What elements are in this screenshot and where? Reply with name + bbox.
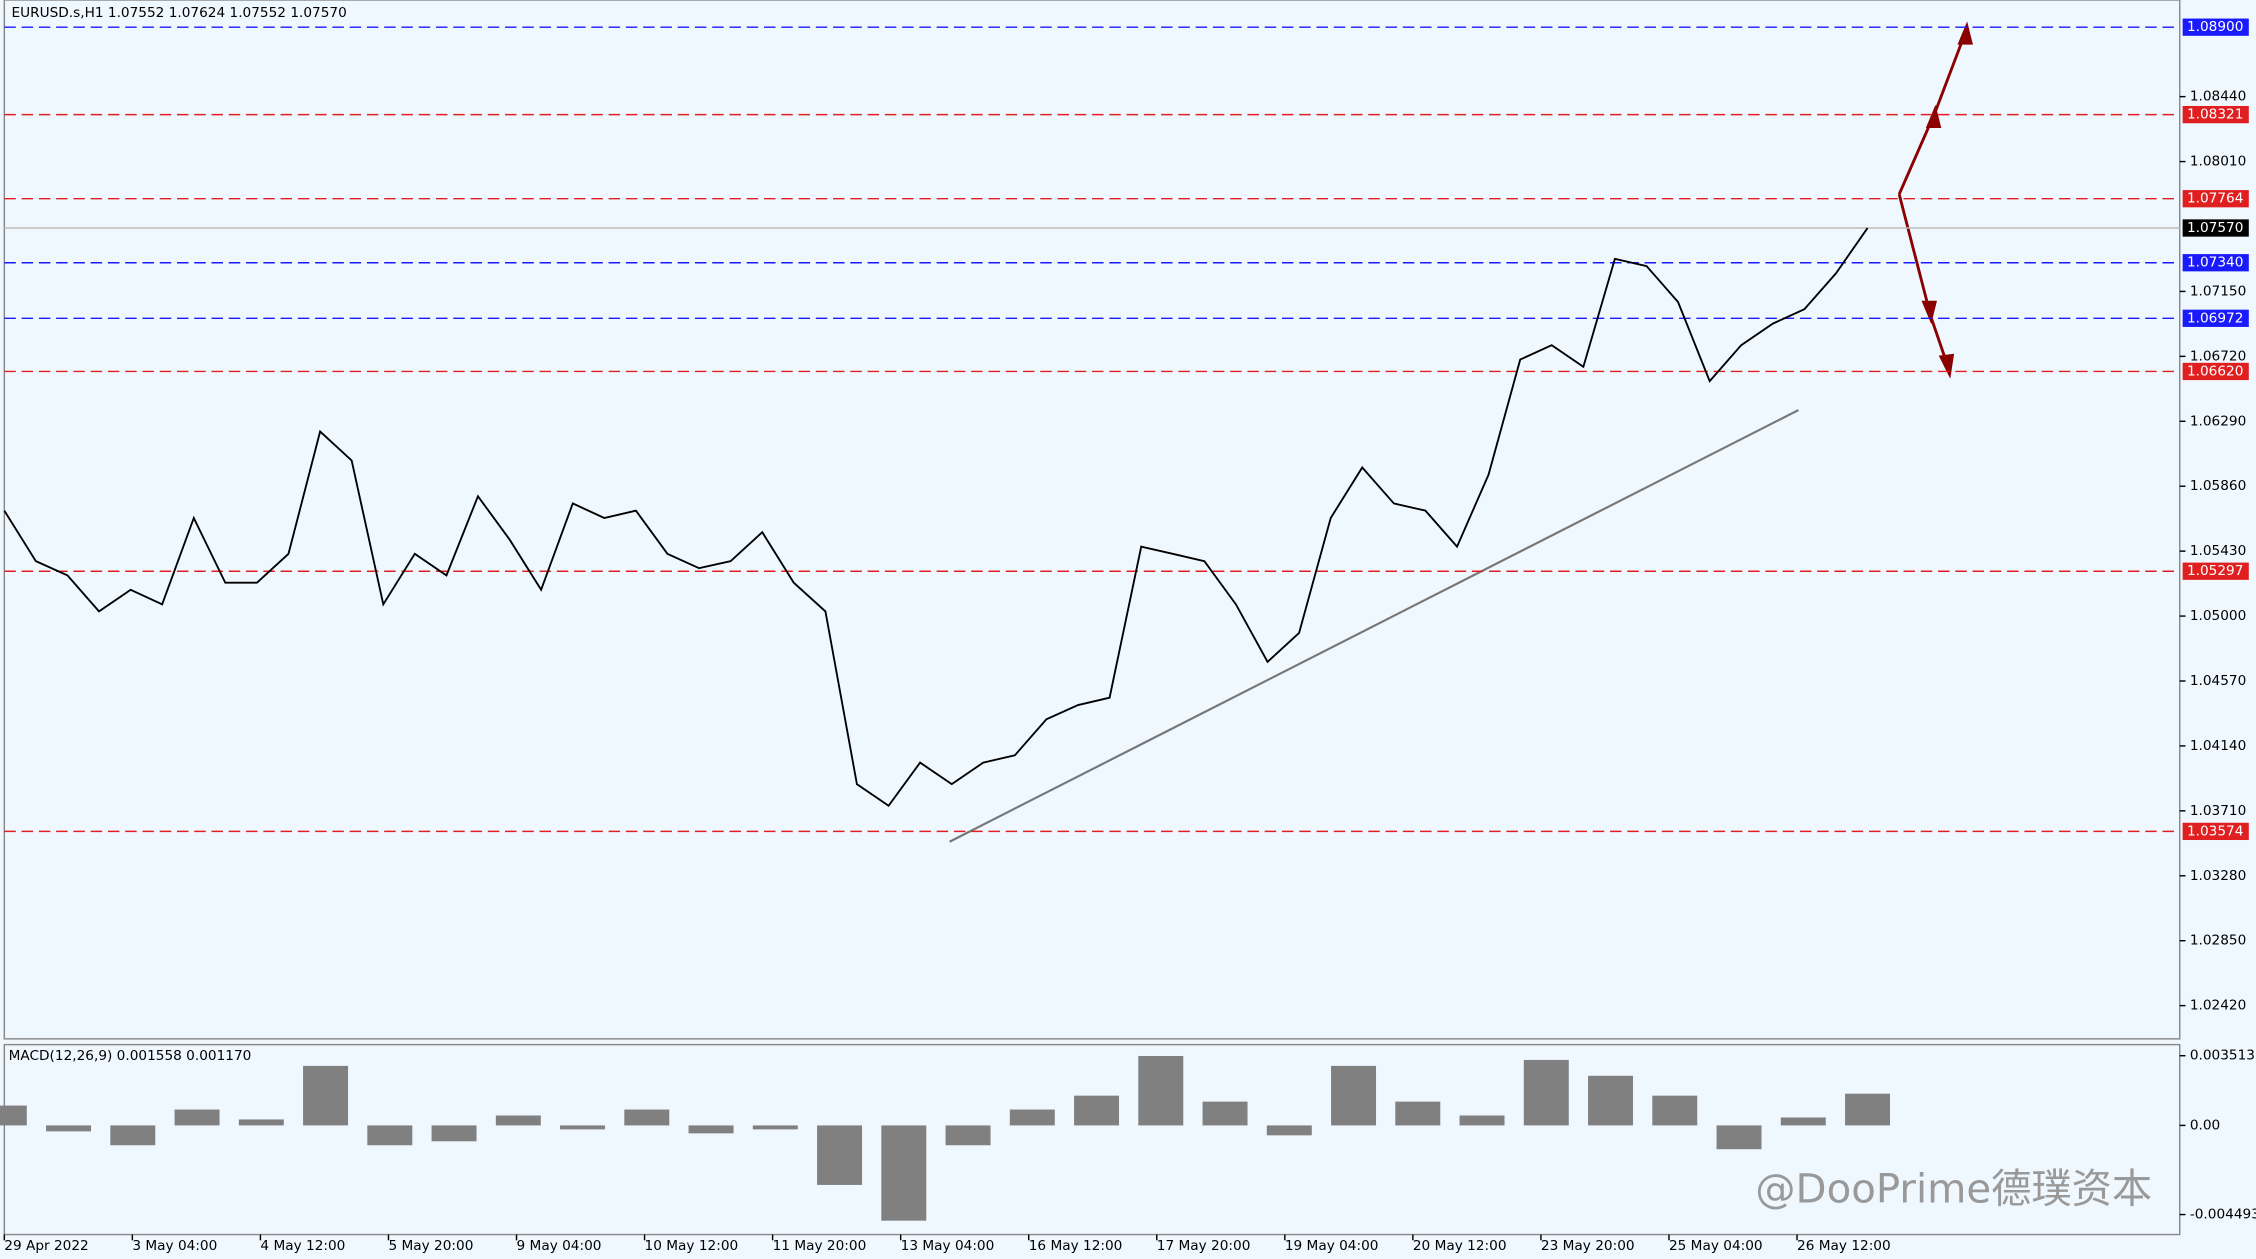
x-tick-label: 16 May 12:00 <box>1029 1238 1123 1254</box>
x-tick-label: 29 Apr 2022 <box>4 1238 88 1254</box>
main-pane <box>3 0 2181 1040</box>
y-tick-label: 1.07150 <box>2190 283 2246 299</box>
trend-line <box>949 409 1799 843</box>
macd-bar <box>46 1125 92 1132</box>
level-label: 1.07570 <box>2187 220 2243 236</box>
y-tick-label: 1.04140 <box>2190 738 2246 754</box>
macd-bar <box>1074 1095 1120 1126</box>
macd-bar <box>1138 1055 1184 1126</box>
x-tick-label: 17 May 20:00 <box>1157 1238 1251 1254</box>
macd-bar <box>1395 1101 1441 1126</box>
y-tick-label: 1.05430 <box>2190 543 2246 559</box>
x-tick-label: 19 May 04:00 <box>1285 1238 1379 1254</box>
level-tag-bg <box>2182 822 2249 841</box>
macd-bar <box>110 1125 156 1146</box>
y-tick-label: 1.03280 <box>2190 868 2246 884</box>
macd-bar <box>752 1125 798 1130</box>
y-tick-label: -0.004493 <box>2190 1207 2256 1223</box>
level-label: 1.03574 <box>2187 823 2243 839</box>
y-tick-label: 1.08440 <box>2190 89 2246 105</box>
macd-bar <box>1459 1115 1505 1126</box>
y-tick-label: 1.04570 <box>2190 673 2246 689</box>
level-tag: 1.07340 <box>2182 254 2249 272</box>
level-tag-bg <box>2182 254 2249 272</box>
macd-bar <box>495 1115 541 1126</box>
macd-bar <box>624 1109 670 1126</box>
x-tick-label: 5 May 20:00 <box>388 1238 473 1254</box>
y-tick-label: 1.08010 <box>2190 154 2246 170</box>
macd-bar <box>1716 1125 1762 1150</box>
level-tag: 1.03574 <box>2182 822 2249 841</box>
level-tag-bg <box>2182 18 2249 36</box>
x-tick-label: 26 May 12:00 <box>1797 1238 1891 1254</box>
chart-title: EURUSD.s,H1 1.07552 1.07624 1.07552 1.07… <box>12 5 347 21</box>
level-label: 1.08900 <box>2187 19 2243 35</box>
x-tick-label: 3 May 04:00 <box>132 1238 217 1254</box>
level-tag: 1.07570 <box>2182 219 2249 237</box>
level-tag-bg <box>2182 219 2249 237</box>
level-tag: 1.08321 <box>2182 105 2249 124</box>
macd-bar <box>1652 1095 1698 1126</box>
x-tick-label: 11 May 20:00 <box>773 1238 867 1254</box>
macd-bar <box>1202 1101 1248 1126</box>
level-tag: 1.08900 <box>2182 18 2249 36</box>
projection-arrows <box>1897 21 1973 379</box>
x-tick-label: 10 May 12:00 <box>645 1238 739 1254</box>
macd-bar <box>174 1109 220 1126</box>
y-tick-label: 1.02420 <box>2190 998 2246 1014</box>
y-tick-label: 0.00 <box>2190 1117 2220 1133</box>
x-tick-label: 4 May 12:00 <box>260 1238 345 1254</box>
level-tag-bg <box>2182 562 2249 580</box>
y-tick-label: 1.06720 <box>2190 348 2246 364</box>
level-tag: 1.05297 <box>2182 562 2249 580</box>
macd-bar <box>1331 1065 1377 1126</box>
macd-bar <box>431 1125 477 1142</box>
y-tick-label: 1.06290 <box>2190 413 2246 429</box>
level-tag: 1.06620 <box>2182 362 2249 381</box>
level-tag: 1.06972 <box>2182 309 2249 327</box>
macd-bar <box>945 1125 991 1146</box>
macd-bar <box>303 1065 349 1126</box>
level-label: 1.05297 <box>2187 563 2243 579</box>
level-tag-bg <box>2182 105 2249 124</box>
macd-bar <box>1523 1059 1569 1126</box>
level-label: 1.08321 <box>2187 107 2243 123</box>
y-tick-label: 1.02850 <box>2190 933 2246 949</box>
level-label: 1.06972 <box>2187 310 2243 326</box>
macd-pane <box>3 1043 2181 1236</box>
macd-bar <box>1845 1093 1891 1126</box>
level-label: 1.07764 <box>2187 191 2243 207</box>
macd-bar <box>560 1125 606 1130</box>
level-tag-bg <box>2182 309 2249 327</box>
level-tag: 1.07764 <box>2182 190 2249 208</box>
price-line <box>3 227 1869 808</box>
x-tick-label: 25 May 04:00 <box>1669 1238 1763 1254</box>
macd-bar <box>238 1119 284 1126</box>
watermark: @DooPrime德璞资本 <box>1755 1166 2152 1212</box>
level-label: 1.06620 <box>2187 363 2243 379</box>
level-tag-bg <box>2182 362 2249 381</box>
macd-bar <box>881 1125 927 1221</box>
level-tag-bg <box>2182 190 2249 208</box>
macd-bar <box>1009 1109 1055 1126</box>
macd-title: MACD(12,26,9) 0.001558 0.001170 <box>9 1048 252 1064</box>
macd-bar <box>688 1125 734 1134</box>
macd-bar <box>817 1125 863 1185</box>
x-tick-label: 13 May 04:00 <box>901 1238 995 1254</box>
x-tick-label: 23 May 20:00 <box>1541 1238 1635 1254</box>
macd-bar <box>0 1105 27 1126</box>
y-tick-label: 1.05860 <box>2190 478 2246 494</box>
x-tick-label: 9 May 04:00 <box>517 1238 602 1254</box>
macd-bar <box>1266 1125 1312 1136</box>
y-tick-label: 1.05000 <box>2190 608 2246 624</box>
y-tick-label: 1.03710 <box>2190 803 2246 819</box>
macd-bar <box>1780 1117 1826 1126</box>
y-tick-label: 0.003513 <box>2190 1048 2255 1064</box>
macd-bar <box>1588 1075 1634 1126</box>
level-label: 1.07340 <box>2187 255 2243 271</box>
macd-bar <box>367 1125 413 1146</box>
x-tick-label: 20 May 12:00 <box>1413 1238 1507 1254</box>
